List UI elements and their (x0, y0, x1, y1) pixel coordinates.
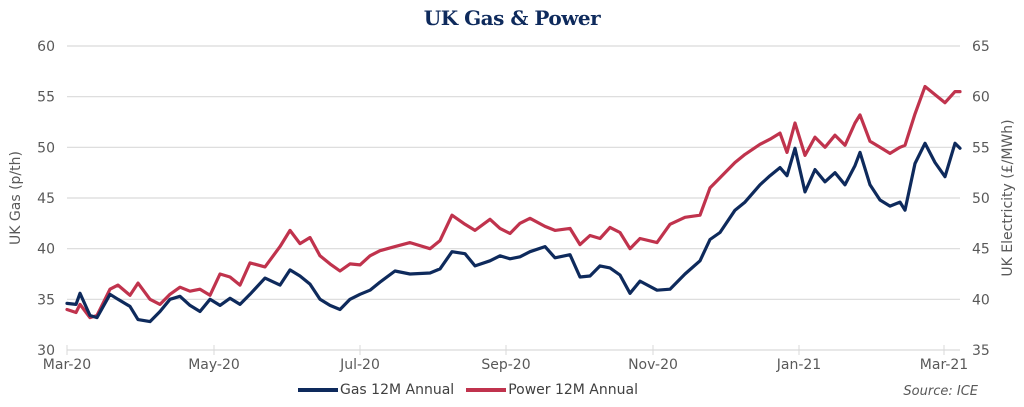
x-tick-label: Mar-21 (920, 357, 968, 373)
x-tick-label: Jan-21 (776, 357, 821, 373)
y-tick-label: 50 (37, 140, 55, 156)
y2-tick-label: 60 (972, 90, 990, 106)
chart-title: UK Gas & Power (423, 6, 601, 30)
y-tick-label: 30 (37, 343, 55, 359)
x-tick-label: Mar-20 (43, 357, 91, 373)
x-tick-label: May-20 (188, 357, 240, 373)
source-note: Source: ICE (903, 384, 978, 399)
y2-tick-label: 65 (972, 39, 990, 55)
y2-axis-label: UK Electricity (£/MWh) (1000, 119, 1016, 276)
y-tick-label: 40 (37, 242, 55, 258)
gas-series-line (65, 141, 962, 324)
y-tick-label: 60 (37, 39, 55, 55)
y2-tick-label: 55 (972, 140, 990, 156)
legend-label-gas: Gas 12M Annual (340, 382, 455, 398)
y2-tick-label: 50 (972, 191, 990, 207)
legend-label-power: Power 12M Annual (508, 382, 638, 398)
legend-swatch-gas (298, 388, 338, 392)
y-tick-label: 55 (37, 90, 55, 106)
y2-tick-label: 45 (972, 242, 990, 258)
y-tick-label: 35 (37, 292, 55, 308)
y2-tick-label: 35 (972, 343, 990, 359)
x-tick-label: Sep-20 (481, 357, 530, 373)
x-tick-label: Jul-20 (339, 357, 380, 373)
y-axis-label: UK Gas (p/th) (8, 151, 24, 245)
chart-legend: Gas 12M Annual Power 12M Annual (298, 382, 650, 398)
y2-tick-label: 40 (972, 292, 990, 308)
legend-item-gas: Gas 12M Annual (298, 382, 454, 398)
legend-item-power: Power 12M Annual (466, 382, 638, 398)
x-tick-label: Nov-20 (628, 357, 678, 373)
power-series-line (65, 84, 962, 320)
legend-swatch-power (466, 388, 507, 392)
y-tick-label: 45 (37, 191, 55, 207)
